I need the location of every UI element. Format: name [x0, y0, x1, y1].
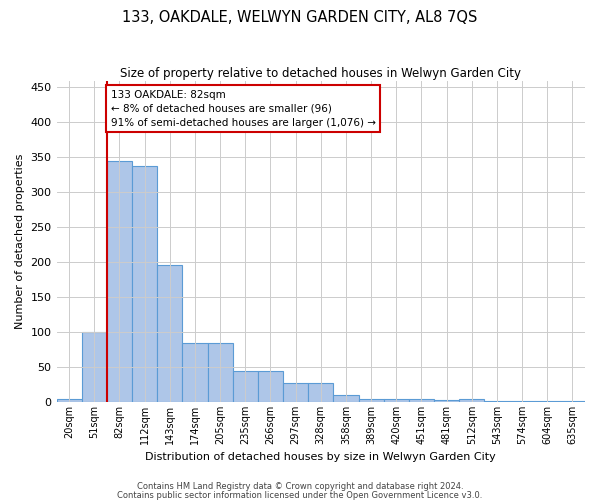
X-axis label: Distribution of detached houses by size in Welwyn Garden City: Distribution of detached houses by size … — [145, 452, 496, 462]
Text: 133 OAKDALE: 82sqm
← 8% of detached houses are smaller (96)
91% of semi-detached: 133 OAKDALE: 82sqm ← 8% of detached hous… — [110, 90, 376, 128]
Bar — [484, 400, 509, 402]
Bar — [459, 398, 484, 402]
Bar — [283, 383, 308, 402]
Title: Size of property relative to detached houses in Welwyn Garden City: Size of property relative to detached ho… — [120, 68, 521, 80]
Text: Contains public sector information licensed under the Open Government Licence v3: Contains public sector information licen… — [118, 490, 482, 500]
Bar — [208, 342, 233, 402]
Text: Contains HM Land Registry data © Crown copyright and database right 2024.: Contains HM Land Registry data © Crown c… — [137, 482, 463, 491]
Bar — [157, 265, 182, 402]
Bar — [359, 398, 383, 402]
Bar — [56, 398, 82, 402]
Y-axis label: Number of detached properties: Number of detached properties — [15, 154, 25, 329]
Bar — [560, 400, 585, 402]
Bar — [334, 395, 359, 402]
Bar — [308, 383, 334, 402]
Text: 133, OAKDALE, WELWYN GARDEN CITY, AL8 7QS: 133, OAKDALE, WELWYN GARDEN CITY, AL8 7Q… — [122, 10, 478, 25]
Bar — [383, 398, 409, 402]
Bar — [233, 372, 258, 402]
Bar — [182, 342, 208, 402]
Bar — [132, 166, 157, 402]
Bar — [107, 161, 132, 402]
Bar — [509, 400, 535, 402]
Bar — [82, 332, 107, 402]
Bar — [409, 398, 434, 402]
Bar — [258, 372, 283, 402]
Bar — [434, 400, 459, 402]
Bar — [535, 400, 560, 402]
